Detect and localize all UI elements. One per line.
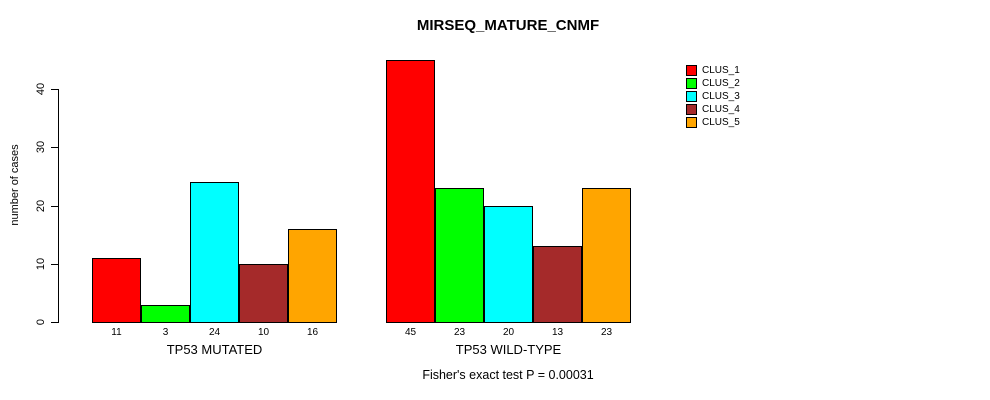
legend-item-clus_2: CLUS_2: [686, 77, 740, 90]
y-tick: [51, 322, 58, 323]
bar-value-label: 23: [600, 327, 613, 338]
y-tick: [51, 263, 58, 265]
bar-value-label: 45: [404, 327, 417, 338]
bar-clus_1-wild-type: [386, 59, 435, 323]
bar-clus_4-mutated: [239, 263, 288, 323]
bar-value-label: 3: [162, 327, 169, 338]
bar-clus_2-wild-type: [435, 188, 484, 323]
y-tick: [51, 205, 58, 207]
caption-text: Fisher's exact test P = 0.00031: [422, 368, 594, 382]
y-tick: [51, 89, 58, 90]
y-axis-label: number of cases: [9, 144, 21, 226]
legend: CLUS_1 CLUS_2 CLUS_3 CLUS_4 CLUS_5: [686, 64, 740, 129]
group-label: TP53 MUTATED: [166, 342, 263, 357]
legend-item-clus_4: CLUS_4: [686, 103, 740, 116]
legend-label: CLUS_4: [702, 104, 740, 115]
bar-clus_2-mutated: [141, 304, 190, 323]
legend-swatch-icon: [686, 117, 697, 128]
legend-label: CLUS_3: [702, 91, 740, 102]
legend-label: CLUS_5: [702, 117, 740, 128]
legend-swatch-icon: [686, 91, 697, 102]
y-tick: [51, 147, 58, 149]
bar-value-label: 24: [208, 327, 221, 338]
bar-clus_5-wild-type: [582, 188, 631, 323]
legend-item-clus_3: CLUS_3: [686, 90, 740, 103]
bar-clus_1-mutated: [92, 257, 141, 323]
legend-label: CLUS_2: [702, 78, 740, 89]
legend-swatch-icon: [686, 78, 697, 89]
bar-clus_4-wild-type: [533, 246, 582, 323]
chart-title: MIRSEQ_MATURE_CNMF: [416, 17, 600, 34]
bar-value-label: 10: [257, 327, 270, 338]
bar-value-label: 23: [453, 327, 466, 338]
group-label: TP53 WILD-TYPE: [455, 342, 562, 357]
bar-value-label: 13: [551, 327, 564, 338]
y-tick-label: 10: [35, 257, 47, 270]
legend-swatch-icon: [686, 104, 697, 115]
y-tick-label: 20: [35, 199, 47, 212]
bar-clus_3-wild-type: [484, 205, 533, 323]
bar-value-label: 16: [306, 327, 319, 338]
y-tick-label: 0: [35, 318, 47, 326]
y-axis-line: [58, 89, 59, 323]
legend-item-clus_5: CLUS_5: [686, 116, 740, 129]
legend-label: CLUS_1: [702, 65, 740, 76]
legend-swatch-icon: [686, 65, 697, 76]
bar-value-label: 11: [111, 327, 122, 338]
y-tick-label: 40: [35, 82, 47, 96]
bar-clus_3-mutated: [190, 182, 239, 323]
bar-value-label: 20: [502, 327, 515, 338]
bar-clus_5-mutated: [288, 228, 337, 323]
y-tick-label: 30: [35, 141, 47, 154]
legend-item-clus_1: CLUS_1: [686, 64, 740, 77]
